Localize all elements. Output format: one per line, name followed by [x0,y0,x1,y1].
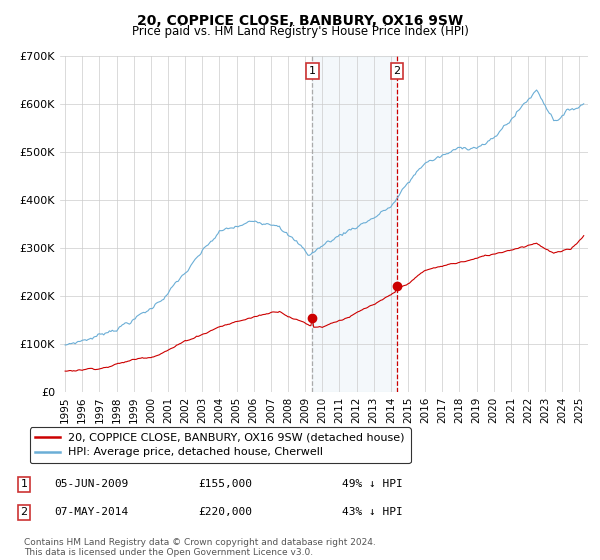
Text: 05-JUN-2009: 05-JUN-2009 [54,479,128,489]
Text: 1: 1 [20,479,28,489]
Text: Price paid vs. HM Land Registry's House Price Index (HPI): Price paid vs. HM Land Registry's House … [131,25,469,38]
Text: 20, COPPICE CLOSE, BANBURY, OX16 9SW: 20, COPPICE CLOSE, BANBURY, OX16 9SW [137,14,463,28]
Text: 07-MAY-2014: 07-MAY-2014 [54,507,128,517]
Text: £155,000: £155,000 [198,479,252,489]
Legend: 20, COPPICE CLOSE, BANBURY, OX16 9SW (detached house), HPI: Average price, detac: 20, COPPICE CLOSE, BANBURY, OX16 9SW (de… [29,427,410,463]
Text: 1: 1 [309,66,316,76]
Text: 2: 2 [20,507,28,517]
Bar [313,56,397,392]
Text: 49% ↓ HPI: 49% ↓ HPI [342,479,403,489]
Text: 43% ↓ HPI: 43% ↓ HPI [342,507,403,517]
Text: 2: 2 [393,66,400,76]
Text: Contains HM Land Registry data © Crown copyright and database right 2024.
This d: Contains HM Land Registry data © Crown c… [24,538,376,557]
Text: £220,000: £220,000 [198,507,252,517]
